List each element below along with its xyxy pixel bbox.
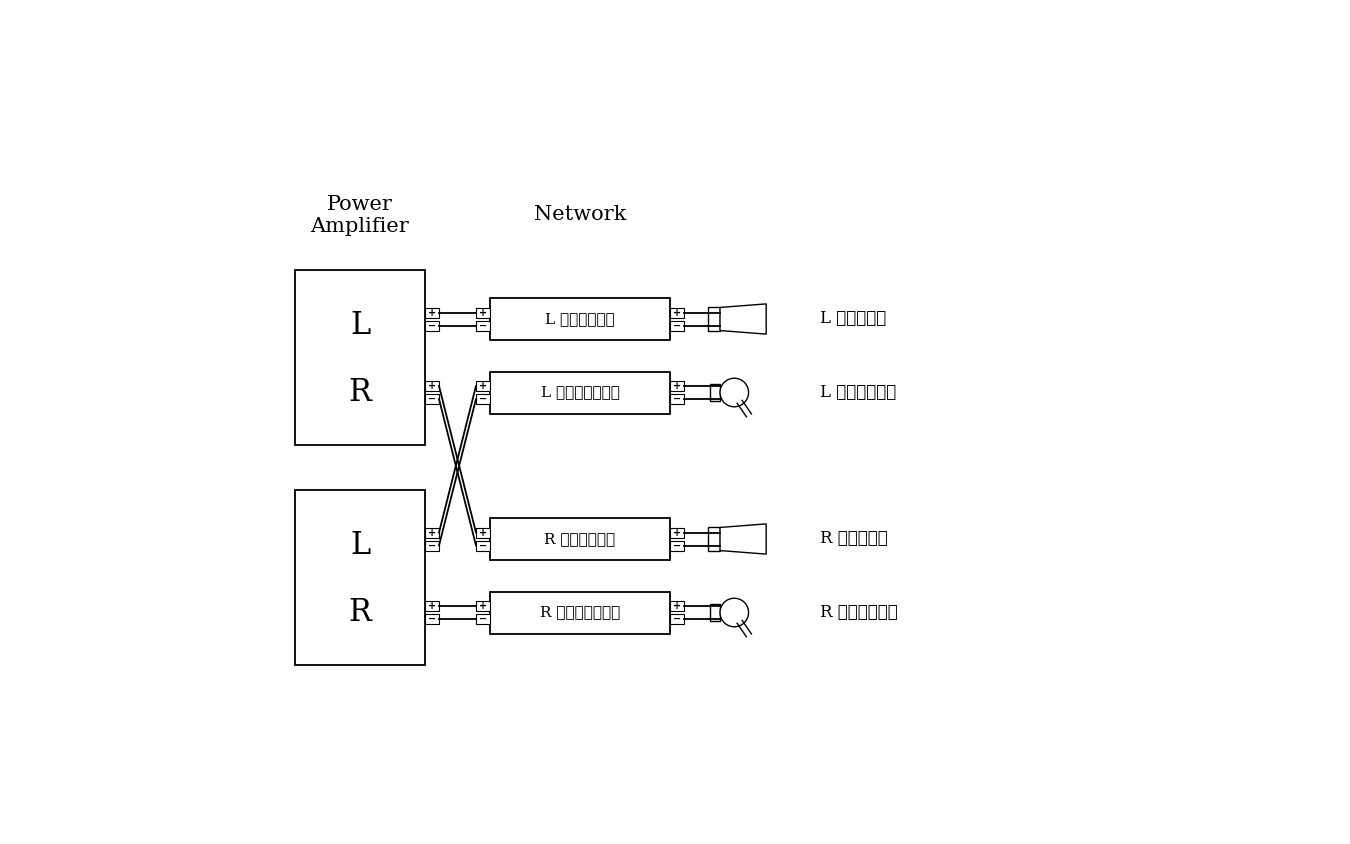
Bar bbox=[670, 307, 684, 317]
Bar bbox=[425, 307, 439, 317]
Text: −: − bbox=[428, 394, 436, 404]
Text: −: − bbox=[479, 540, 487, 550]
Text: +: + bbox=[479, 528, 487, 538]
Text: −: − bbox=[672, 614, 680, 624]
Text: R トゥイーター用: R トゥイーター用 bbox=[540, 605, 620, 619]
Text: R: R bbox=[348, 377, 371, 408]
Bar bbox=[670, 394, 684, 404]
Bar bbox=[477, 614, 490, 624]
Circle shape bbox=[720, 378, 748, 407]
Bar bbox=[670, 540, 684, 550]
Polygon shape bbox=[720, 304, 767, 334]
Text: +: + bbox=[672, 601, 680, 611]
Bar bbox=[425, 394, 439, 404]
Text: +: + bbox=[428, 528, 436, 538]
Text: −: − bbox=[428, 540, 436, 550]
Text: R ウーファー用: R ウーファー用 bbox=[544, 532, 616, 546]
Text: −: − bbox=[479, 614, 487, 624]
Text: +: + bbox=[479, 381, 487, 391]
Bar bbox=[490, 371, 670, 414]
Text: −: − bbox=[479, 394, 487, 404]
Bar bbox=[477, 540, 490, 550]
Text: +: + bbox=[428, 307, 436, 317]
Bar bbox=[425, 540, 439, 550]
Bar bbox=[709, 307, 720, 331]
Text: −: − bbox=[428, 614, 436, 624]
Bar bbox=[477, 528, 490, 538]
Bar bbox=[296, 270, 425, 445]
Text: R ウーファー: R ウーファー bbox=[819, 531, 888, 548]
Text: L トゥイーター: L トゥイーター bbox=[819, 384, 896, 401]
Bar bbox=[670, 381, 684, 391]
Text: −: − bbox=[672, 321, 680, 331]
Bar bbox=[425, 528, 439, 538]
Text: L ウーファー用: L ウーファー用 bbox=[545, 312, 614, 326]
Text: +: + bbox=[672, 381, 680, 391]
Polygon shape bbox=[720, 524, 767, 555]
Text: Power
Amplifier: Power Amplifier bbox=[310, 194, 409, 235]
Bar bbox=[425, 381, 439, 391]
Bar bbox=[477, 321, 490, 331]
Text: +: + bbox=[672, 528, 680, 538]
Bar bbox=[710, 604, 720, 621]
Bar bbox=[490, 592, 670, 634]
Bar bbox=[477, 381, 490, 391]
Text: −: − bbox=[479, 321, 487, 331]
Text: −: − bbox=[428, 321, 436, 331]
Text: −: − bbox=[672, 394, 680, 404]
Text: +: + bbox=[428, 381, 436, 391]
Bar bbox=[670, 528, 684, 538]
Bar bbox=[670, 614, 684, 624]
Bar bbox=[477, 394, 490, 404]
Bar bbox=[296, 490, 425, 665]
Text: +: + bbox=[479, 307, 487, 317]
Bar bbox=[709, 528, 720, 550]
Text: +: + bbox=[672, 307, 680, 317]
Bar bbox=[710, 384, 720, 401]
Bar bbox=[670, 321, 684, 331]
Bar bbox=[670, 601, 684, 611]
Text: +: + bbox=[479, 601, 487, 611]
Circle shape bbox=[720, 598, 748, 627]
Text: −: − bbox=[672, 540, 680, 550]
Text: +: + bbox=[428, 601, 436, 611]
Text: L ウーファー: L ウーファー bbox=[819, 311, 886, 327]
Bar bbox=[490, 298, 670, 340]
Bar bbox=[425, 321, 439, 331]
Bar bbox=[425, 601, 439, 611]
Text: R: R bbox=[348, 597, 371, 628]
Bar bbox=[425, 614, 439, 624]
Text: R トゥイーター: R トゥイーター bbox=[819, 604, 898, 621]
Bar bbox=[490, 518, 670, 560]
Text: Network: Network bbox=[533, 205, 626, 225]
Bar bbox=[477, 601, 490, 611]
Text: L: L bbox=[350, 311, 370, 342]
Text: L: L bbox=[350, 531, 370, 561]
Bar bbox=[477, 307, 490, 317]
Text: L トゥイーター用: L トゥイーター用 bbox=[540, 386, 620, 399]
